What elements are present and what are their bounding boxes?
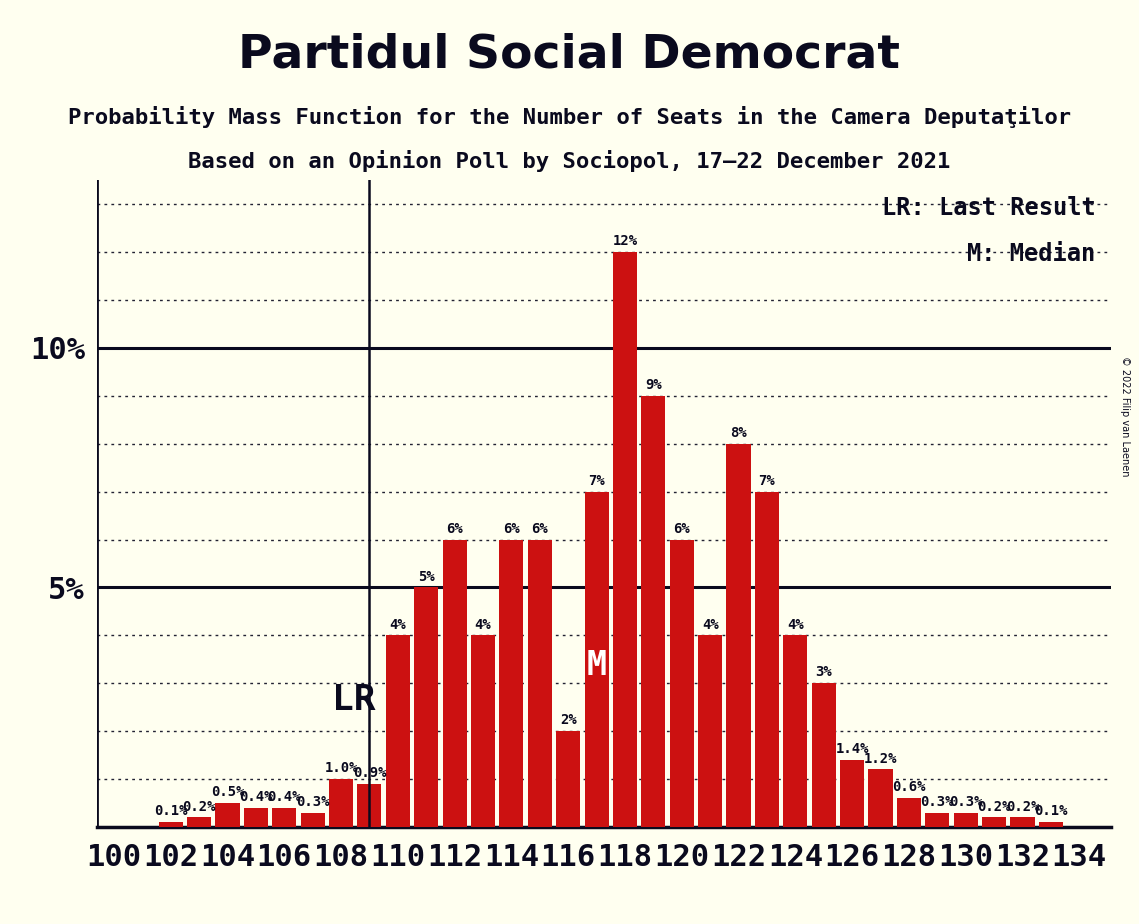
Bar <box>584 492 608 827</box>
Text: 4%: 4% <box>702 617 719 631</box>
Text: Partidul Social Democrat: Partidul Social Democrat <box>238 32 901 78</box>
Text: 0.2%: 0.2% <box>1006 799 1039 813</box>
Bar <box>329 779 353 827</box>
Bar <box>215 803 239 827</box>
Text: 0.2%: 0.2% <box>977 799 1010 813</box>
Text: 4%: 4% <box>390 617 407 631</box>
Bar <box>670 540 694 827</box>
Text: 3%: 3% <box>816 665 833 679</box>
Text: 1.0%: 1.0% <box>325 761 358 775</box>
Text: 8%: 8% <box>730 426 747 440</box>
Text: 0.9%: 0.9% <box>353 766 386 780</box>
Text: 1.4%: 1.4% <box>835 742 869 756</box>
Bar <box>698 636 722 827</box>
Bar <box>641 395 665 827</box>
Text: 5%: 5% <box>418 569 435 584</box>
Text: 0.3%: 0.3% <box>920 795 954 808</box>
Text: 0.3%: 0.3% <box>296 795 329 808</box>
Bar <box>358 784 382 827</box>
Text: Based on an Opinion Poll by Sociopol, 17–22 December 2021: Based on an Opinion Poll by Sociopol, 17… <box>188 150 951 172</box>
Bar <box>272 808 296 827</box>
Bar <box>1039 822 1063 827</box>
Bar <box>982 818 1006 827</box>
Text: 12%: 12% <box>613 234 638 249</box>
Text: M: Median: M: Median <box>967 241 1096 265</box>
Text: 0.4%: 0.4% <box>239 790 272 804</box>
Bar <box>158 822 182 827</box>
Text: 2%: 2% <box>559 713 576 727</box>
Text: LR: Last Result: LR: Last Result <box>882 197 1096 220</box>
Bar <box>386 636 410 827</box>
Text: LR: LR <box>333 683 376 717</box>
Text: 0.3%: 0.3% <box>949 795 983 808</box>
Bar <box>443 540 467 827</box>
Bar <box>784 636 808 827</box>
Text: 6%: 6% <box>532 522 548 536</box>
Text: 0.6%: 0.6% <box>892 781 926 795</box>
Bar <box>187 818 211 827</box>
Bar <box>755 492 779 827</box>
Bar <box>499 540 524 827</box>
Bar <box>415 588 439 827</box>
Text: 6%: 6% <box>673 522 690 536</box>
Bar <box>244 808 268 827</box>
Text: 0.2%: 0.2% <box>182 799 215 813</box>
Text: 7%: 7% <box>588 474 605 488</box>
Text: 0.4%: 0.4% <box>268 790 301 804</box>
Text: © 2022 Filip van Laenen: © 2022 Filip van Laenen <box>1121 356 1130 476</box>
Text: 4%: 4% <box>475 617 491 631</box>
Bar <box>556 731 580 827</box>
Text: 0.5%: 0.5% <box>211 785 244 799</box>
Bar <box>470 636 495 827</box>
Text: 4%: 4% <box>787 617 804 631</box>
Bar <box>613 252 637 827</box>
Text: 6%: 6% <box>446 522 462 536</box>
Text: 7%: 7% <box>759 474 776 488</box>
Bar <box>841 760 865 827</box>
Bar <box>812 683 836 827</box>
Text: M: M <box>587 650 607 683</box>
Text: 1.2%: 1.2% <box>863 751 898 766</box>
Bar <box>527 540 552 827</box>
Text: Probability Mass Function for the Number of Seats in the Camera Deputaţilor: Probability Mass Function for the Number… <box>68 106 1071 128</box>
Bar <box>1010 818 1034 827</box>
Bar <box>301 812 325 827</box>
Bar <box>953 812 977 827</box>
Text: 0.1%: 0.1% <box>154 805 188 819</box>
Bar <box>896 798 921 827</box>
Bar <box>925 812 950 827</box>
Text: 6%: 6% <box>503 522 519 536</box>
Text: 0.1%: 0.1% <box>1034 805 1067 819</box>
Text: 9%: 9% <box>645 378 662 392</box>
Bar <box>727 444 751 827</box>
Bar <box>868 770 893 827</box>
